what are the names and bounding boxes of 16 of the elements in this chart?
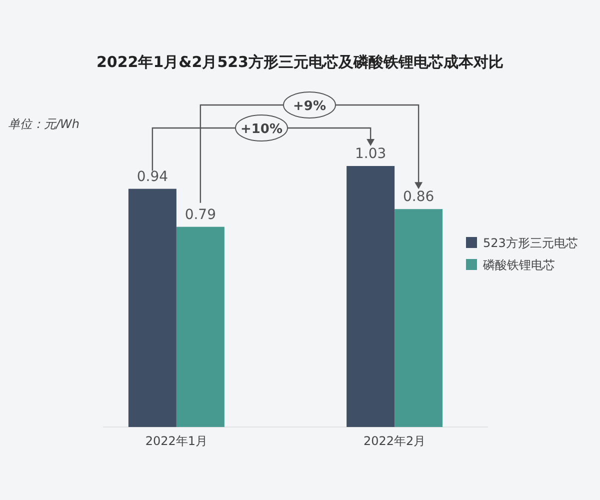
x-tick-label: 2022年1月 bbox=[145, 434, 208, 448]
legend-label: 523方形三元电芯 bbox=[483, 236, 578, 250]
y-axis-title: 单位：元/Wh bbox=[8, 117, 80, 131]
text: +9% bbox=[293, 99, 326, 114]
chart-title: 2022年1月&2月523方形三元电芯及磷酸铁锂电芯成本对比 bbox=[96, 53, 504, 71]
data-label: 0.86 bbox=[402, 189, 434, 206]
data-label: 0.79 bbox=[184, 206, 216, 223]
bar bbox=[394, 209, 443, 427]
data-label: 0.94 bbox=[136, 168, 168, 185]
bar bbox=[346, 166, 395, 427]
bar bbox=[176, 226, 224, 427]
x-tick-label: 2022年2月 bbox=[363, 434, 426, 448]
legend-label: 磷酸铁锂电芯 bbox=[482, 258, 555, 272]
bar bbox=[128, 188, 176, 427]
data-label: 1.03 bbox=[354, 146, 386, 162]
text: +10% bbox=[240, 122, 283, 137]
